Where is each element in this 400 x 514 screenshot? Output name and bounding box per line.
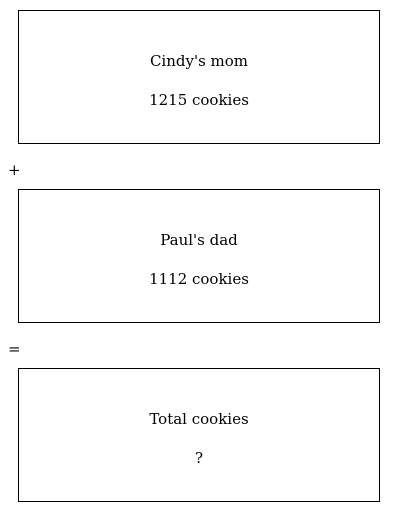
box-title: Cindy's mom — [149, 52, 249, 70]
box-value: 1112 cookies — [149, 270, 249, 288]
equals-sign: = — [8, 340, 21, 358]
box-value: 1215 cookies — [149, 91, 249, 109]
sum-box-total: Total cookies ? — [18, 368, 380, 502]
box-value: ? — [194, 449, 204, 467]
addend-box-cindys-mom: Cindy's mom 1215 cookies — [18, 10, 380, 144]
box-title: Total cookies — [149, 410, 249, 428]
plus-sign: + — [8, 161, 21, 179]
box-title: Paul's dad — [160, 231, 238, 249]
addend-box-pauls-dad: Paul's dad 1112 cookies — [18, 189, 380, 323]
